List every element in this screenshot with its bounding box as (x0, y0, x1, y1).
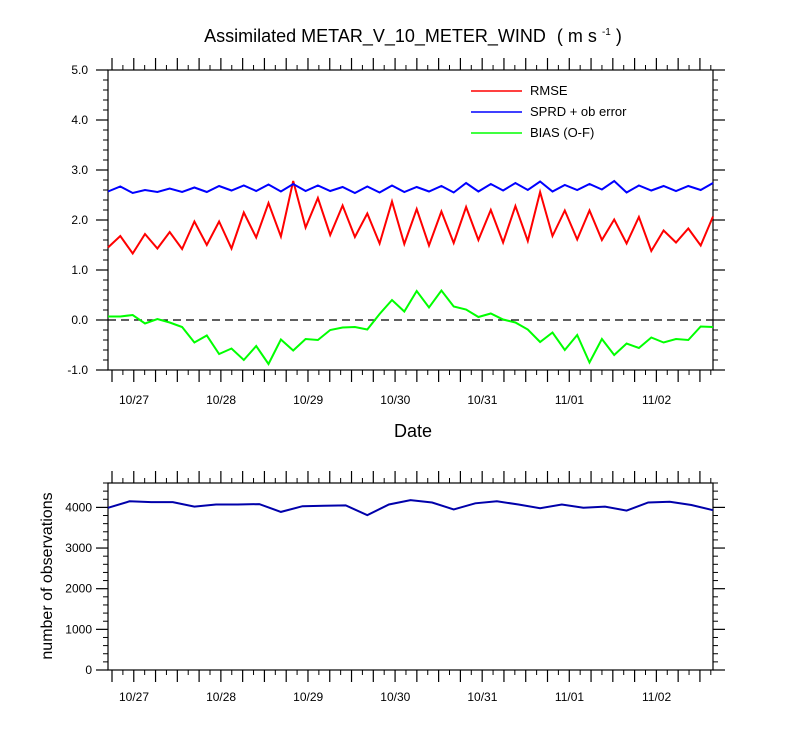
x-tick-label: 10/29 (293, 690, 323, 704)
y-tick-label: 4.0 (71, 113, 88, 127)
x-tick-label: 10/30 (380, 690, 410, 704)
legend-label-sprd: SPRD + ob error (530, 104, 627, 119)
x-tick-label: 10/31 (467, 393, 497, 407)
x-tick-label: 11/02 (642, 690, 671, 704)
top-series-lines (107, 179, 714, 366)
series-line-2 (108, 288, 714, 366)
y-tick-label: 5.0 (71, 63, 88, 77)
x-tick-label: 10/29 (293, 393, 323, 407)
y-tick-label: 2000 (65, 582, 92, 596)
bottom-y-tick-labels: 0 1000 2000 3000 4000 (65, 500, 92, 677)
series-line-0 (107, 499, 714, 517)
bottom-plot-frame (107, 482, 714, 671)
y-tick-label: 4000 (65, 500, 92, 514)
top-minor-ticks (103, 65, 718, 375)
x-tick-label: 10/28 (206, 393, 236, 407)
title-units-sup: -1 (602, 27, 611, 38)
y-tick-label: 2.0 (71, 213, 88, 227)
bottom-major-ticks (96, 471, 725, 682)
x-tick-label: 11/01 (555, 690, 584, 704)
x-tick-label: 10/27 (119, 690, 149, 704)
x-tick-label: 11/02 (642, 393, 671, 407)
title-units-close: ) (616, 26, 622, 46)
y-tick-label: 3.0 (71, 163, 88, 177)
bottom-series-lines (107, 499, 714, 517)
top-major-ticks (96, 58, 725, 382)
y-tick-label: 3000 (65, 541, 92, 555)
legend-label-bias: BIAS (O-F) (530, 125, 594, 140)
legend: RMSE SPRD + ob error BIAS (O-F) (471, 83, 627, 140)
y-tick-label: -1.0 (67, 363, 88, 377)
series-line-0 (107, 180, 714, 256)
x-tick-label: 10/30 (380, 393, 410, 407)
title-units: ( m s (557, 26, 597, 46)
y-tick-label: 1000 (65, 622, 92, 636)
bottom-x-tick-labels: 10/27 10/28 10/29 10/30 10/31 11/01 11/02 (119, 690, 672, 704)
top-panel: -1.00.01.02.03.04.05.0 10/27 10/28 10/29 10… (67, 58, 725, 441)
x-tick-label: 10/28 (206, 690, 236, 704)
x-tick-label: 10/27 (119, 393, 149, 407)
legend-label-rmse: RMSE (530, 83, 568, 98)
top-x-tick-labels: 10/27 10/28 10/29 10/30 10/31 11/01 11/02 (119, 393, 672, 407)
x-tick-label: 11/01 (555, 393, 584, 407)
y-tick-label: 1.0 (71, 263, 88, 277)
top-y-tick-labels: -1.0 0.0 1.0 2.0 3.0 4.0 5.0 (67, 63, 88, 377)
x-axis-label: Date (394, 421, 432, 441)
y-tick-label: 0.0 (71, 313, 88, 327)
chart-title: Assimilated METAR_V_10_METER_WIND ( m s … (204, 19, 622, 47)
y-tick-label: 0 (85, 663, 92, 677)
series-line-1 (107, 179, 714, 195)
title-main: Assimilated METAR_V_10_METER_WIND (204, 26, 546, 47)
y-axis-label-observations: number of observations (39, 492, 56, 659)
bottom-minor-ticks (103, 478, 718, 675)
x-tick-label: 10/31 (467, 690, 497, 704)
